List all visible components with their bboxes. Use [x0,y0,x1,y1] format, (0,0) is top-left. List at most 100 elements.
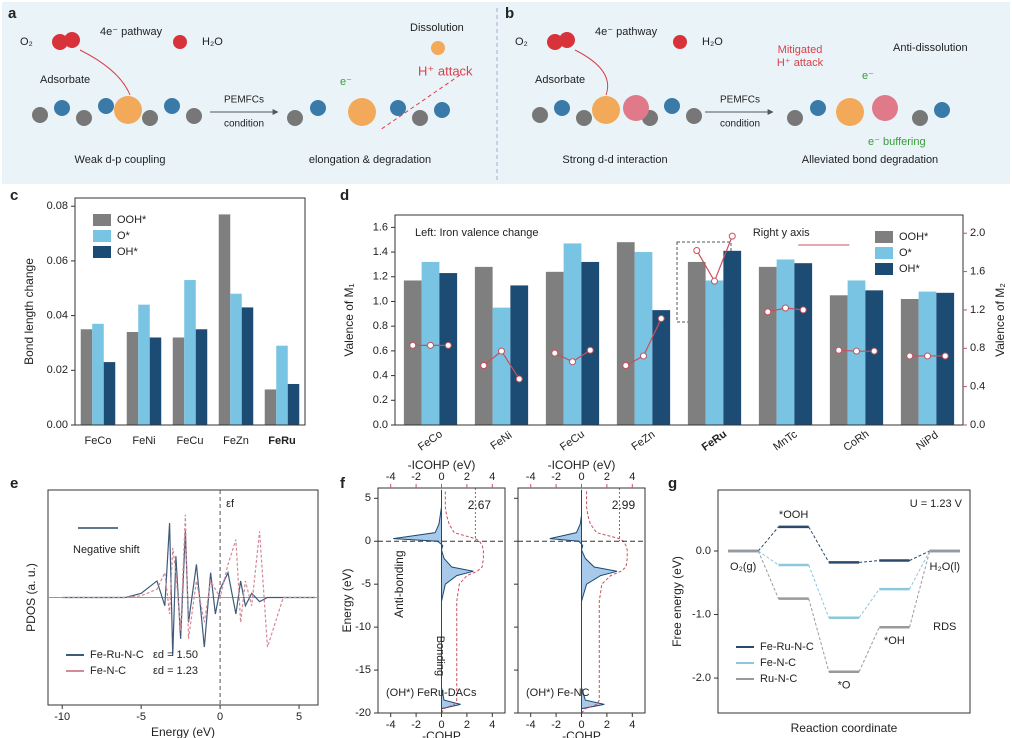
legend-swatch [93,246,111,258]
state-label: *OH [884,635,905,647]
schematic-text: PEMFCs [720,95,760,106]
axis-label: -COHP [422,729,461,738]
y-tick-label: 0.4 [373,369,388,381]
x-tick-label: 4 [629,719,635,731]
axis-label: -ICOHP (eV) [548,458,616,472]
y-tick-label: -20 [355,707,371,719]
schematic-text: Weak d-p coupling [75,154,166,166]
y2-point [498,347,505,355]
connector [859,560,880,563]
cohp-fill [549,489,618,713]
y2-point [551,349,559,357]
schematic-text: Adsorbate [40,74,90,86]
y2-point [728,232,736,240]
series-line [62,514,315,648]
x-tick-label: -4 [526,471,536,483]
y2-point [640,352,647,360]
y2-point [764,308,772,316]
icohp-value: 2.99 [612,498,636,512]
x-tick-label: FeNi [132,435,155,447]
icohp-value: 2.67 [468,498,492,512]
connector [808,564,830,618]
x-tick-label: FeNi [488,429,514,452]
x-tick-label: 0 [438,719,444,731]
y-tick-label: 0.04 [47,310,68,322]
panel-label: e [10,475,18,492]
legend-label: OH* [117,246,139,258]
x-tick-label: 2 [464,719,470,731]
axis-label: Free energy (eV) [670,556,684,647]
bar [705,280,724,425]
y-tick-label: 0.06 [47,255,68,267]
plot-frame [717,489,971,714]
panel-label: b [505,5,514,22]
bar [218,214,231,425]
y-tick-label: -1.0 [692,608,711,620]
y2-point [569,358,576,366]
connector [808,526,830,563]
x-tick-label: FeZn [223,435,249,447]
bar [616,242,635,425]
x-tick-label: 5 [296,711,302,723]
y-tick-label: 0.08 [47,200,68,212]
x-tick-label: 2 [604,471,610,483]
x-tick-label: -4 [386,471,396,483]
y2-point [515,375,523,383]
legend-label: O* [899,247,913,259]
bar [545,271,564,425]
schematic-text: e⁻ buffering [868,136,926,148]
y-tick-label: 0.2 [373,394,388,406]
state-label: *OOH [779,509,808,521]
x-tick-label: -4 [386,719,396,731]
x-tick-label: 2 [604,719,610,731]
icohp-line [581,489,628,714]
bar [80,329,93,425]
connector [758,550,779,566]
bar [723,250,742,425]
y-tick-label: 1.2 [970,304,985,316]
bar [92,323,104,425]
y-tick-label: 0.8 [373,320,388,332]
legend-swatch [93,214,111,226]
x-tick-label: FeCu [177,435,204,447]
x-tick-label: -2 [551,719,561,731]
axis-label: Valence of M₁ [342,283,356,356]
annotation: εf [226,498,235,510]
axis-label: PDOS (a. u.) [24,563,38,632]
panel-label: c [10,187,18,204]
axis-label: Reaction coordinate [791,721,898,735]
schematic-text: H⁺ attack [777,57,824,69]
bar [241,307,254,425]
y-tick-label: -10 [355,621,371,633]
bar [195,329,208,425]
y2-point [693,246,701,254]
legend-swatch [875,247,893,259]
arrows [79,49,774,131]
y2-point [409,341,417,349]
panel-sublabel: (OH*) Fe-NC [526,687,590,699]
connector [909,550,931,628]
y-tick-label: 0.0 [373,419,388,431]
schematic-text: Strong d-d interaction [562,154,667,166]
y-tick-label: 1.6 [970,265,985,277]
x-tick-label: -2 [551,471,561,483]
x-tick-label: -10 [54,711,70,723]
x-tick-label: 0 [217,711,223,723]
schematic-panels: a b O₂ 4e⁻ pathway H₂O Adsorbate Dissolu… [2,2,1010,184]
panel-sublabel: (OH*) FeRu-DACs [386,687,477,699]
cohp-fill [393,489,474,713]
axis-label: Energy (eV) [340,568,354,632]
bar [149,337,162,425]
bar [138,304,150,425]
plot-frame [74,197,306,426]
x-tick-label: 0 [578,471,584,483]
y-tick-label: -2.0 [692,672,711,684]
y2-point [427,341,434,349]
schematic-text: elongation & degradation [309,154,431,166]
annotation: Right y axis [753,227,810,239]
series-line [62,523,315,656]
axis-label: Energy (eV) [151,725,215,738]
schematic-text: PEMFCs [224,95,264,106]
x-tick-label: FeCu [558,428,587,453]
